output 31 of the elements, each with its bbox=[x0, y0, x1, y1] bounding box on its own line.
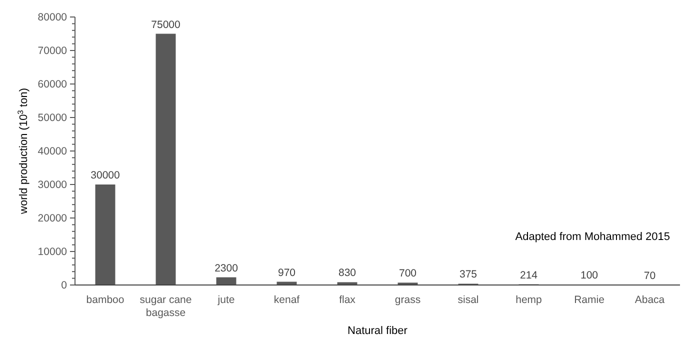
x-tick-label: bamboo bbox=[86, 294, 124, 306]
x-tick-label: kenaf bbox=[274, 294, 300, 306]
y-tick-label: 10000 bbox=[38, 246, 68, 258]
x-axis-title: Natural fiber bbox=[348, 325, 408, 337]
data-label: 30000 bbox=[90, 170, 120, 182]
x-tick-label: sugar cane bagasse bbox=[140, 294, 192, 319]
y-tick-label: 30000 bbox=[38, 179, 68, 192]
annotation: Adapted from Mohammed 2015 bbox=[515, 231, 670, 243]
x-tick-label: Ramie bbox=[574, 294, 605, 306]
x-tick-label: Abaca bbox=[634, 294, 665, 306]
data-label: 70 bbox=[644, 270, 656, 282]
y-tick-label: 80000 bbox=[38, 12, 68, 24]
data-label: 375 bbox=[459, 268, 478, 281]
y-tick-label: 70000 bbox=[38, 45, 68, 58]
y-tick-label: 20000 bbox=[38, 212, 68, 225]
data-label: 700 bbox=[398, 268, 417, 280]
data-label: 830 bbox=[338, 267, 356, 280]
data-label: 75000 bbox=[151, 18, 181, 31]
y-tick-label: 60000 bbox=[38, 78, 68, 91]
data-label: 214 bbox=[520, 269, 538, 282]
data-label: 970 bbox=[278, 266, 296, 279]
x-tick-label: flax bbox=[339, 294, 356, 306]
y-tick-label: 0 bbox=[61, 280, 68, 292]
data-label: 2300 bbox=[214, 262, 238, 274]
y-tick-label: 50000 bbox=[38, 112, 68, 124]
data-label: 100 bbox=[580, 270, 598, 282]
x-tick-label: jute bbox=[216, 294, 235, 306]
y-tick-label: 40000 bbox=[38, 146, 68, 158]
x-tick-label: hemp bbox=[516, 294, 542, 306]
x-tick-label: grass bbox=[394, 294, 421, 306]
x-tick-label: sisal bbox=[458, 294, 479, 306]
